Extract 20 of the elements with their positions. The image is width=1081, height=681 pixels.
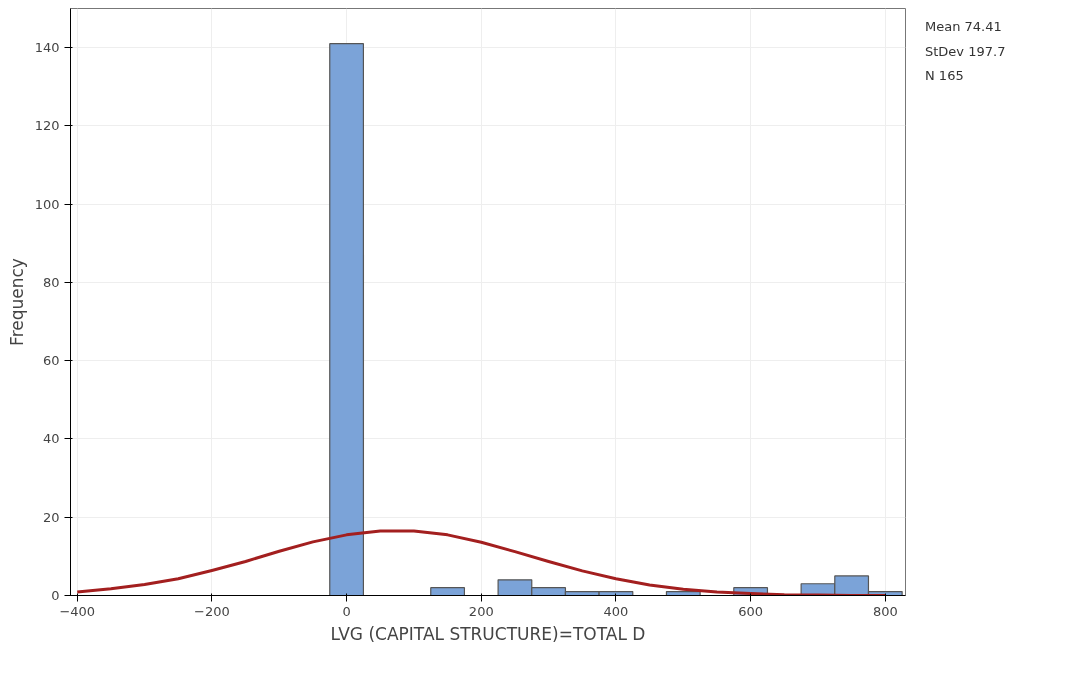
text: Mean 74.41 bbox=[925, 18, 1003, 36]
x-axis-title: LVG (CAPITAL STRUCTURE)=TOTAL D bbox=[330, 623, 646, 644]
y-tick-label: 0 bbox=[51, 588, 60, 603]
text: N 165 bbox=[925, 67, 965, 86]
text: StDev 197.7 bbox=[925, 42, 1006, 61]
x-tick-label: 200 bbox=[468, 603, 494, 619]
x-tick-label: 800 bbox=[872, 603, 898, 619]
x-tick-label: 600 bbox=[738, 603, 764, 619]
x-tick-label: 400 bbox=[603, 603, 629, 619]
y-tick-label: 100 bbox=[34, 196, 60, 212]
y-tick-label: 80 bbox=[42, 274, 60, 290]
y-tick-label: 40 bbox=[42, 431, 60, 447]
x-tick-label: 0 bbox=[342, 603, 351, 619]
x-tick-label: −200 bbox=[194, 603, 230, 619]
y-tick-label: 120 bbox=[34, 118, 60, 134]
y-tick-label: 140 bbox=[34, 40, 60, 56]
x-tick-label: −400 bbox=[59, 603, 96, 619]
y-tick-label: 60 bbox=[42, 353, 60, 369]
y-tick-label: 20 bbox=[42, 509, 60, 525]
y-axis-title: Frequency bbox=[6, 258, 27, 346]
